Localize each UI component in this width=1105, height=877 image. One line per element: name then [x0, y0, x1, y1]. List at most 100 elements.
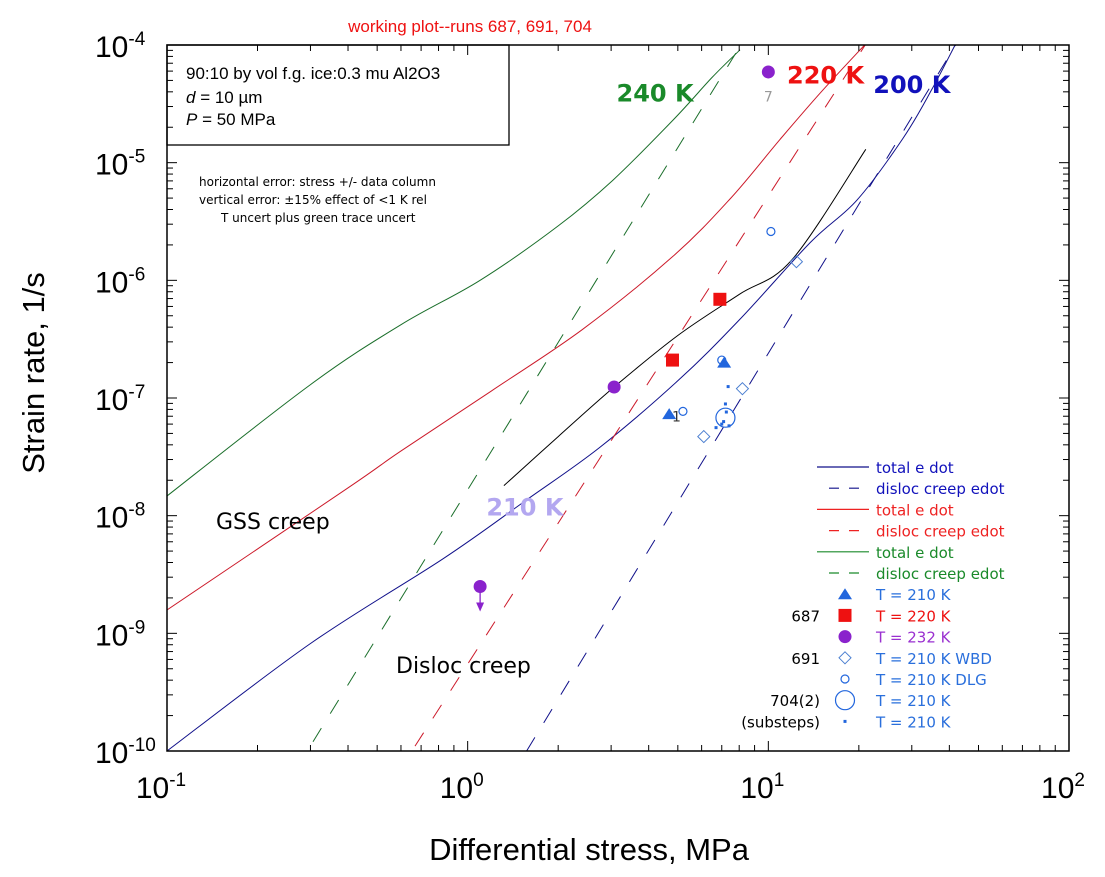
data-point-circle-filled [473, 580, 487, 594]
legend-entry: T = 232 K [838, 629, 952, 647]
point-annotations: 71 [672, 90, 773, 426]
data-point-diamond-open [697, 429, 711, 444]
error-note-line3: T uncert plus green trace uncert [220, 211, 416, 225]
data-point-diamond-open [789, 254, 804, 269]
legend-diamond-open-icon [838, 651, 852, 665]
legend-entry: T = 210 K DLG [840, 671, 987, 689]
temperature-label-240k: 240 K [617, 80, 695, 108]
data-point-circle-open-small [766, 226, 776, 237]
data-point-circle-filled [607, 380, 621, 394]
legend-entry: disloc creep edot [829, 480, 1005, 498]
legend-circle-filled-icon [838, 630, 852, 644]
upper-limit-arrow-head [476, 602, 485, 612]
legend-run-label: 704(2) [770, 692, 820, 710]
legend-label: disloc creep edot [876, 565, 1005, 583]
x-tick-label: 100 [440, 770, 484, 805]
total-e-dot-220-k-curve [167, 45, 865, 611]
legend-entry: disloc creep edot [829, 523, 1005, 541]
legend-label: T = 210 K WBD [875, 650, 992, 668]
data-point-dot [726, 385, 730, 389]
info-box: 90:10 by vol f.g. ice:0.3 mu Al2O3 d = 1… [166, 44, 510, 146]
legend-entry: total e dot [817, 501, 954, 519]
legend-circle-open-small-icon [840, 674, 850, 684]
data-point-dot [723, 402, 727, 406]
legend-label: T = 232 K [875, 629, 952, 647]
legend-label: T = 210 K [875, 713, 952, 731]
x-axis-title: Differential stress, MPa [429, 832, 750, 867]
legend-square-icon [838, 608, 852, 622]
disloc-creep-edot-240-k-curve [312, 45, 742, 742]
legend-label: total e dot [876, 501, 954, 519]
info-box-line1: 90:10 by vol f.g. ice:0.3 mu Al2O3 [186, 64, 440, 83]
temperature-label-220k: 220 K [787, 62, 865, 90]
legend-label: T = 210 K [875, 586, 952, 604]
legend-entry: total e dot [817, 544, 954, 562]
legend-run-label: (substeps) [741, 713, 820, 731]
data-point-dot [727, 424, 731, 428]
legend-label: T = 220 K [875, 607, 952, 625]
y-tick-label: 10-7 [95, 382, 145, 417]
y-tick-label: 10-5 [95, 147, 145, 182]
data-point-circle-open-large [715, 407, 736, 428]
point-annotation: 7 [764, 90, 773, 106]
data-point-square [665, 353, 679, 367]
gss-creep-label: GSS creep [216, 510, 330, 535]
total-e-dot-200-k-curve [167, 45, 956, 751]
data-point-circle-open-small [717, 355, 727, 365]
data-point-square [713, 292, 727, 306]
legend-label: T = 210 K DLG [875, 671, 987, 689]
total-e-dot-240-k-curve [167, 49, 741, 497]
total-e-dot-210-k-curve [503, 149, 867, 486]
legend-entry: T = 210 K (substeps) [741, 713, 951, 731]
error-note-line2: vertical error: ±15% effect of <1 K rel [199, 193, 427, 207]
legend-entry: total e dot [817, 459, 954, 477]
legend: total e dot disloc creep edot total e dot d… [741, 459, 1004, 731]
data-point-circle-filled [761, 65, 775, 79]
data-point-circle-open-small [678, 406, 688, 416]
data-point-dot [724, 410, 728, 414]
legend-entry: T = 210 K [838, 586, 952, 604]
data-point-diamond-open [735, 381, 750, 396]
chart-title: working plot--runs 687, 691, 704 [347, 17, 592, 36]
temperature-label-210k: 210 K [486, 494, 564, 522]
legend-label: T = 210 K [875, 692, 952, 710]
x-tick-label: 10-1 [136, 770, 186, 805]
x-tick-label: 102 [1041, 770, 1085, 805]
temperature-labels: 240 K 220 K 200 K 210 K [486, 62, 951, 522]
legend-entry: disloc creep edot [829, 565, 1005, 583]
y-tick-label: 10-8 [95, 500, 145, 535]
info-box-line2: d = 10 µm [186, 88, 262, 107]
y-tick-label: 10-10 [95, 735, 156, 770]
axes: 10-1 100 101 102 10-4 10-5 10-6 10-7 10-8 10-9 10-… [95, 29, 1085, 805]
error-note-line1: horizontal error: stress +/- data column [199, 175, 436, 189]
x-tick-label: 101 [740, 770, 784, 805]
data-point-triangle [662, 408, 677, 420]
temperature-label-200k: 200 K [873, 71, 951, 99]
disloc-creep-edot-220-k-curve [414, 45, 866, 747]
data-point-dot [720, 422, 724, 426]
data-point-dot [714, 426, 718, 430]
y-tick-label: 10-4 [95, 29, 146, 64]
y-tick-label: 10-6 [95, 264, 145, 299]
legend-triangle-icon [838, 588, 852, 600]
curves-layer [167, 45, 957, 751]
data-point-triangle [717, 356, 732, 368]
data-points-layer [473, 65, 804, 612]
legend-entry: T = 220 K 687 [791, 607, 951, 625]
legend-label: disloc creep edot [876, 523, 1005, 541]
legend-entry: T = 210 K 704(2) [770, 690, 952, 711]
legend-run-label: 691 [791, 650, 820, 668]
legend-label: total e dot [876, 459, 954, 477]
y-tick-label: 10-9 [95, 617, 145, 652]
legend-entry: T = 210 K WBD 691 [791, 650, 992, 668]
legend-circle-open-large-icon [834, 690, 856, 711]
legend-label: total e dot [876, 544, 954, 562]
data-point-dot [722, 420, 726, 424]
y-axis-title: Strain rate, 1/s [16, 272, 51, 474]
legend-run-label: 687 [791, 607, 820, 625]
info-box-line3: P = 50 MPa [186, 110, 276, 129]
error-note: horizontal error: stress +/- data column… [199, 175, 436, 225]
disloc-creep-label: Disloc creep [396, 654, 531, 679]
legend-dot-icon [843, 719, 847, 723]
